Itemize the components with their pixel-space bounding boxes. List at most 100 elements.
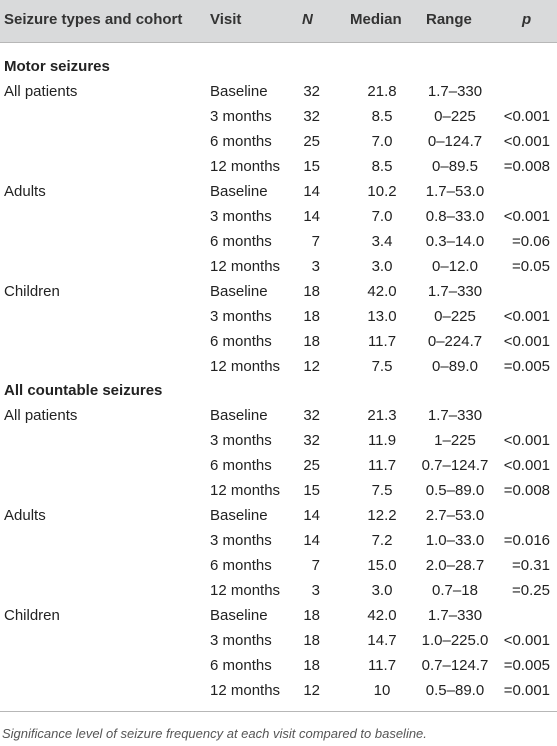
cell-range: 0.7–124.7 (421, 457, 489, 474)
header-p: p (522, 11, 532, 28)
cell-p: <0.001 (503, 308, 550, 325)
header-n: N (302, 11, 313, 28)
cell-visit: Baseline (210, 83, 268, 100)
cell-cohort: All patients (4, 407, 78, 424)
cell-median: 11.7 (367, 457, 397, 474)
cell-n: 18 (303, 283, 320, 300)
cell-n: 18 (303, 607, 320, 624)
cell-visit: 3 months (210, 108, 272, 125)
table-header: Seizure types and cohort Visit N Median … (0, 0, 557, 42)
cell-median: 15.0 (367, 557, 397, 574)
cell-visit: 12 months (210, 582, 281, 599)
cell-p: =0.008 (503, 158, 550, 175)
cell-p: =0.25 (512, 582, 550, 599)
cell-range: 1.7–330 (427, 607, 483, 624)
cell-range: 0–225 (434, 308, 476, 325)
bottom-rule (0, 711, 557, 712)
cell-n: 12 (303, 358, 320, 375)
cell-visit: 12 months (210, 682, 281, 699)
cell-visit: 6 months (210, 657, 272, 674)
cell-range: 0–124.7 (427, 133, 483, 150)
cell-median: 7.5 (371, 482, 393, 499)
cell-n: 3 (311, 582, 320, 599)
cell-visit: 12 months (210, 482, 281, 499)
header-range: Range (426, 11, 472, 28)
cell-median: 10 (373, 682, 391, 699)
cell-visit: 6 months (210, 457, 272, 474)
cell-median: 3.0 (371, 258, 393, 275)
cell-p: <0.001 (503, 632, 550, 649)
cell-range: 0.3–14.0 (425, 233, 485, 250)
cell-p: =0.06 (512, 233, 550, 250)
cell-visit: Baseline (210, 283, 268, 300)
cell-p: <0.001 (503, 457, 550, 474)
cell-n: 15 (303, 482, 320, 499)
cell-p: =0.31 (512, 557, 550, 574)
cell-visit: Baseline (210, 407, 268, 424)
cell-visit: 3 months (210, 632, 272, 649)
cell-p: <0.001 (503, 333, 550, 350)
cell-visit: 6 months (210, 557, 272, 574)
cell-p: =0.005 (503, 358, 550, 375)
cell-range: 0.5–89.0 (425, 482, 485, 499)
cell-range: 0–225 (434, 108, 476, 125)
cell-p: =0.008 (503, 482, 550, 499)
cell-p: <0.001 (503, 432, 550, 449)
cell-range: 1.7–330 (427, 407, 483, 424)
cell-range: 1–225 (434, 432, 476, 449)
cell-median: 3.4 (371, 233, 393, 250)
cell-median: 42.0 (367, 607, 397, 624)
cell-median: 3.0 (371, 582, 393, 599)
cell-n: 14 (303, 208, 320, 225)
cell-median: 10.2 (367, 183, 397, 200)
cell-n: 25 (303, 457, 320, 474)
cell-median: 21.8 (367, 83, 397, 100)
cell-range: 2.7–53.0 (425, 507, 485, 524)
cell-median: 12.2 (367, 507, 397, 524)
cell-visit: 3 months (210, 432, 272, 449)
cell-n: 18 (303, 308, 320, 325)
cell-median: 14.7 (367, 632, 397, 649)
cell-visit: 6 months (210, 333, 272, 350)
cell-cohort: Adults (4, 183, 46, 200)
cell-median: 11.7 (367, 657, 397, 674)
cell-median: 21.3 (367, 407, 397, 424)
cell-range: 1.7–330 (427, 83, 483, 100)
cell-cohort: Children (4, 607, 60, 624)
cell-visit: 6 months (210, 133, 272, 150)
cell-n: 15 (303, 158, 320, 175)
cell-cohort: All patients (4, 83, 78, 100)
cell-median: 11.9 (367, 432, 397, 449)
cell-n: 18 (303, 657, 320, 674)
cell-median: 8.5 (371, 158, 393, 175)
cell-median: 13.0 (367, 308, 397, 325)
header-rule (0, 42, 557, 43)
cell-range: 0–89.5 (432, 158, 478, 175)
cell-visit: 3 months (210, 208, 272, 225)
cell-n: 7 (311, 233, 320, 250)
header-cohort: Seizure types and cohort (4, 11, 183, 28)
cell-median: 8.5 (371, 108, 393, 125)
cell-median: 7.5 (371, 358, 393, 375)
cell-visit: 12 months (210, 158, 281, 175)
cell-median: 42.0 (367, 283, 397, 300)
cell-p: <0.001 (503, 208, 550, 225)
cell-cohort: Adults (4, 507, 46, 524)
cell-p: =0.05 (512, 258, 550, 275)
cell-visit: Baseline (210, 507, 268, 524)
cell-n: 3 (311, 258, 320, 275)
cell-cohort: Children (4, 283, 60, 300)
cell-range: 0.7–18 (432, 582, 478, 599)
cell-n: 25 (303, 133, 320, 150)
cell-median: 7.0 (371, 208, 393, 225)
cell-visit: 12 months (210, 358, 281, 375)
cell-range: 0–224.7 (427, 333, 483, 350)
cell-n: 32 (303, 83, 320, 100)
header-visit: Visit (210, 11, 242, 28)
cell-range: 0–12.0 (432, 258, 478, 275)
cell-median: 11.7 (367, 333, 397, 350)
cell-visit: 3 months (210, 532, 272, 549)
cell-range: 0.8–33.0 (425, 208, 485, 225)
cell-p: =0.016 (503, 532, 550, 549)
cell-visit: 6 months (210, 233, 272, 250)
